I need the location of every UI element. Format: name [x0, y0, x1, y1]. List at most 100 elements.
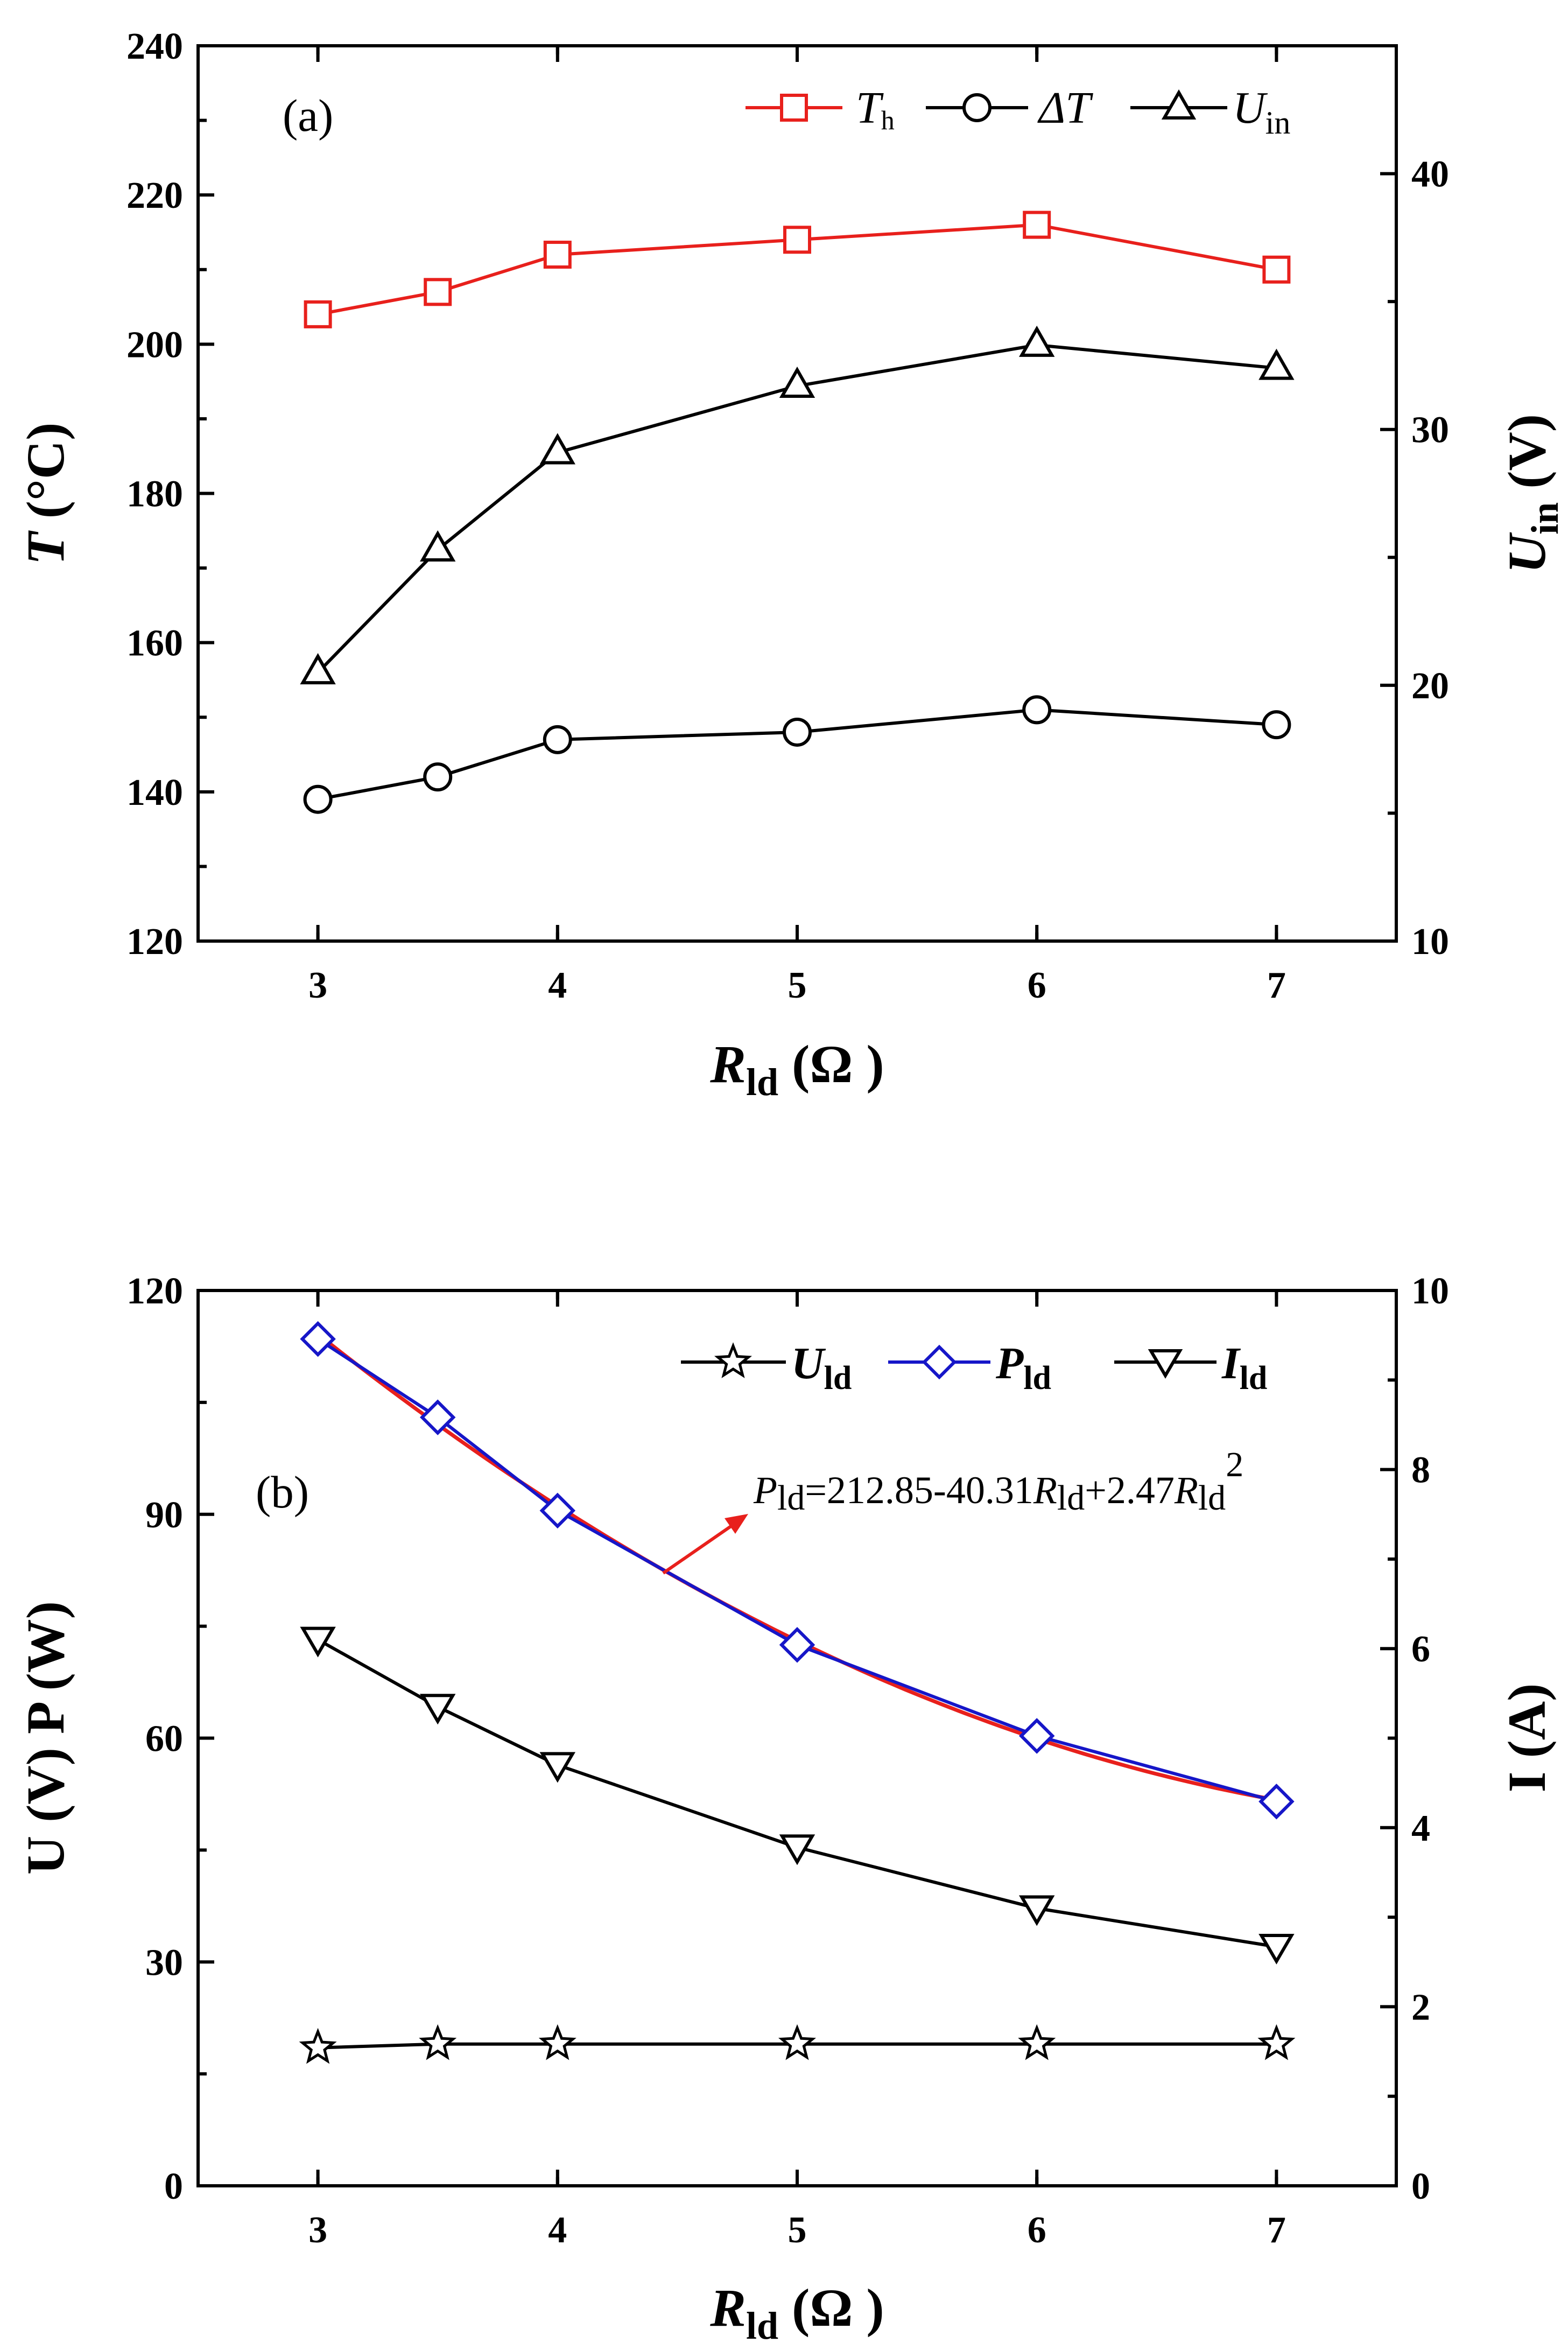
panel-b-ytick-right-label: 8 — [1411, 1450, 1430, 1491]
series-P_ld-point — [300, 1321, 336, 1357]
series-ΔT-point — [303, 784, 333, 814]
panel-b-ytick-right-label: 4 — [1411, 1808, 1430, 1849]
panel-a-xtick-label: 7 — [1267, 965, 1286, 1006]
legend-uin-marker — [1161, 89, 1197, 120]
panel-b-ytick-right-label: 0 — [1411, 2166, 1430, 2207]
series-P_ld-point — [539, 1492, 576, 1529]
series-U_in-point — [300, 653, 336, 685]
fit-annotation: Pld=212.85-40.31Rld+2.47Rld2 — [662, 1445, 1243, 1575]
panel-a-x-title: Rld (Ω ) — [709, 1034, 884, 1104]
panel-b-ytick-left-label: 90 — [145, 1495, 183, 1536]
series-I_ld-line — [317, 1638, 1277, 1948]
panel-a-y-left-title: T (°C) — [16, 423, 75, 565]
panel-b-legend: Uld Pld Ild — [681, 1338, 1267, 1397]
panel-b-xtick-label: 4 — [548, 2209, 567, 2251]
panel-a-ytick-right-label: 10 — [1411, 921, 1449, 963]
panel-a-frame — [196, 44, 1398, 943]
series-I_ld-point — [300, 1626, 336, 1658]
legend-pld-marker — [922, 1344, 957, 1380]
fit-arrow-head — [725, 1514, 748, 1534]
panel-a-ytick-left-label: 240 — [126, 26, 183, 67]
panel-b-ticks: 3 4 5 6 7 0 30 60 90 120 0 2 4 6 8 10 — [126, 1271, 1449, 2251]
series-P_ld-point — [1258, 1784, 1295, 1820]
series-U_ld-point — [1018, 2024, 1056, 2060]
panel-b-series — [299, 1321, 1296, 2064]
series-U_in-point — [779, 366, 815, 398]
fit-equation: Pld=212.85-40.31Rld+2.47Rld2 — [753, 1445, 1243, 1518]
panel-a-ticks: 3 4 5 6 7 120 140 160 180 200 220 240 10 20 30 40 — [126, 26, 1449, 1006]
series-U_in-line — [317, 343, 1277, 674]
panel-b-ytick-right-label: 6 — [1411, 1629, 1430, 1670]
series-ΔT-point — [1022, 695, 1052, 725]
series-U_ld-line — [318, 2042, 1277, 2050]
panel-b-ytick-right-label: 10 — [1411, 1271, 1449, 1312]
panel-b-label: (b) — [256, 1467, 309, 1518]
panel-a-xtick-label: 3 — [308, 965, 327, 1006]
series-I_ld-point — [1258, 1933, 1295, 1965]
series-P_ld-point — [419, 1399, 456, 1435]
panel-b-ytick-left-label: 120 — [126, 1271, 183, 1312]
panel-b-ytick-left-label: 0 — [164, 2166, 183, 2207]
legend-ild-marker — [1148, 1349, 1183, 1379]
panel-a-xtick-label: 6 — [1028, 965, 1046, 1006]
panel-b-ytick-left-label: 60 — [145, 1718, 183, 1760]
fit-arrow-shaft — [662, 1522, 736, 1575]
legend-dt-marker — [962, 93, 992, 122]
series-T_h-point — [543, 241, 572, 269]
panel-a-label: (a) — [283, 90, 333, 141]
panel-b-fit — [317, 1332, 1277, 1802]
series-T_h-point — [304, 300, 332, 328]
legend-pld-label: Pld — [995, 1338, 1051, 1397]
panel-a-ytick-left-label: 220 — [126, 175, 183, 216]
panel-b-y-right-title: I (A) — [1497, 1683, 1557, 1793]
panel-a: 3 4 5 6 7 120 140 160 180 200 220 240 10 20 30 40 (a) T… — [16, 26, 1566, 1104]
panel-b-ytick-right-label: 2 — [1411, 1987, 1430, 2028]
series-P_ld-point — [1018, 1718, 1055, 1754]
panel-a-ytick-right-label: 30 — [1411, 410, 1449, 451]
fit-curve — [317, 1332, 1277, 1802]
series-T_h-line — [318, 223, 1277, 316]
series-P_ld-line — [317, 1337, 1277, 1804]
panel-a-xtick-label: 5 — [788, 965, 807, 1006]
series-U_ld-point — [1257, 2024, 1296, 2060]
series-ΔT-line — [318, 708, 1277, 801]
panel-a-ytick-right-label: 40 — [1411, 154, 1449, 195]
series-T_h-point — [1023, 211, 1051, 239]
series-U_in-point — [420, 530, 456, 562]
panel-a-ytick-left-label: 160 — [126, 623, 183, 664]
panel-b-x-title: Rld (Ω ) — [709, 2278, 884, 2347]
series-I_ld-point — [779, 1834, 815, 1865]
series-I_ld-point — [1018, 1895, 1055, 1926]
legend-th-marker — [780, 94, 808, 122]
panel-b: 3 4 5 6 7 0 30 60 90 120 0 2 4 6 8 10 (b) Pld=212.85-40… — [16, 1271, 1557, 2347]
panel-a-ytick-left-label: 120 — [126, 921, 183, 963]
panel-b-xtick-label: 5 — [788, 2209, 807, 2251]
series-T_h-point — [424, 278, 452, 306]
panel-b-xtick-label: 7 — [1267, 2209, 1286, 2251]
panel-a-ytick-left-label: 140 — [126, 772, 183, 813]
panel-b-xtick-label: 6 — [1028, 2209, 1046, 2251]
legend-uld-label: Uld — [791, 1338, 852, 1397]
series-I_ld-point — [539, 1752, 576, 1783]
series-T_h-point — [783, 226, 811, 254]
panel-a-ytick-right-label: 20 — [1411, 665, 1449, 707]
series-U_in-point — [539, 433, 575, 465]
series-U_ld-point — [299, 2028, 337, 2064]
series-ΔT-point — [423, 762, 453, 792]
legend-uin-label: Uin — [1233, 83, 1290, 141]
legend-th-label: Th — [856, 83, 895, 135]
series-I_ld-point — [419, 1694, 456, 1725]
panel-a-y-right-title: Uin (V) — [1497, 414, 1566, 573]
series-T_h-point — [1262, 255, 1291, 284]
panel-a-legend: Th ΔT Uin — [746, 83, 1290, 141]
legend-uld-marker — [714, 1342, 753, 1378]
panel-a-series — [300, 211, 1295, 814]
legend-dt-label: ΔT — [1037, 83, 1093, 133]
series-U_ld-point — [538, 2024, 576, 2060]
series-U_ld-point — [419, 2024, 457, 2060]
panel-b-xtick-label: 3 — [308, 2209, 327, 2251]
series-P_ld-point — [779, 1627, 815, 1663]
panel-b-ytick-left-label: 30 — [145, 1942, 183, 1983]
series-ΔT-point — [543, 725, 572, 754]
